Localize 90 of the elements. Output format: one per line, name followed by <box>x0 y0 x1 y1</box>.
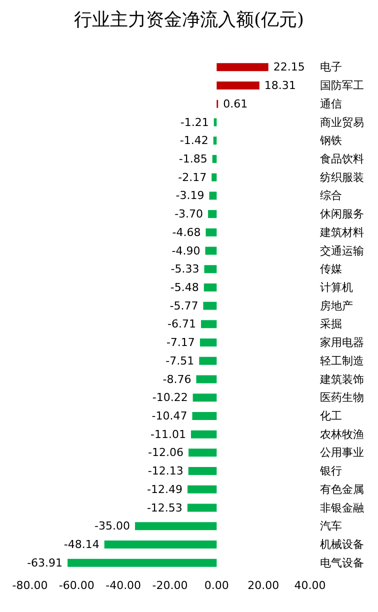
bar <box>188 485 217 494</box>
bar <box>206 228 217 236</box>
data-label: -2.17 <box>178 170 207 184</box>
y-tick-label: 纺织服装 <box>320 170 364 184</box>
bar <box>205 246 217 255</box>
data-label: -3.70 <box>174 208 204 221</box>
bar <box>201 320 217 328</box>
data-label: -12.06 <box>148 446 184 460</box>
data-label: 0.61 <box>223 97 248 110</box>
y-tick-label: 家用电器 <box>320 336 364 350</box>
data-label: 22.15 <box>273 60 305 74</box>
bar <box>216 63 268 72</box>
y-tick-label: 农林牧渔 <box>320 428 364 441</box>
bar <box>204 283 217 292</box>
bar <box>192 412 217 420</box>
y-tick-label: 电气设备 <box>320 556 364 570</box>
y-tick-label: 建筑装饰 <box>319 372 364 386</box>
y-tick-label: 商业贸易 <box>320 116 364 129</box>
bar <box>208 210 217 218</box>
y-tick-label: 有色金属 <box>320 482 364 496</box>
x-tick-label: 40.00 <box>294 579 326 592</box>
bar <box>200 338 217 347</box>
data-label: -6.71 <box>168 318 196 331</box>
chart-title: 行业主力资金净流入额(亿元) <box>74 10 304 30</box>
bar <box>204 265 217 274</box>
data-label: -8.76 <box>162 372 192 386</box>
y-tick-label: 机械设备 <box>320 538 364 551</box>
bar <box>213 136 217 145</box>
data-label: -12.53 <box>146 501 182 514</box>
y-tick-label: 国防军工 <box>320 79 364 92</box>
y-tick-label: 银行 <box>319 464 342 478</box>
bar <box>209 192 217 200</box>
data-label: -10.22 <box>152 391 188 404</box>
data-label: -7.51 <box>166 354 194 368</box>
y-tick-label: 采掘 <box>320 318 342 331</box>
data-label: -48.14 <box>64 538 100 551</box>
bar <box>188 448 217 457</box>
bar <box>135 522 217 530</box>
data-label: -5.77 <box>170 299 198 312</box>
y-tick-label: 非银金融 <box>320 501 364 514</box>
y-tick-label: 医药生物 <box>320 391 364 404</box>
x-tick-label: -40.00 <box>106 579 142 592</box>
y-tick-label: 交通运输 <box>320 244 364 258</box>
y-tick-label: 电子 <box>320 60 342 74</box>
data-label: -12.49 <box>147 482 183 496</box>
x-tick-label: 20.00 <box>248 579 280 592</box>
bar <box>212 173 217 182</box>
y-tick-label: 轻工制造 <box>320 354 364 368</box>
y-tick-label: 传媒 <box>320 262 342 276</box>
data-label: -1.42 <box>180 134 208 148</box>
x-tick-label: -60.00 <box>58 579 94 592</box>
y-tick-label: 汽车 <box>320 520 342 533</box>
y-tick-label: 钢铁 <box>319 134 342 148</box>
bar <box>68 558 217 567</box>
data-label: 18.31 <box>264 79 296 92</box>
bar <box>212 154 217 163</box>
data-label: -10.47 <box>152 409 188 422</box>
data-label: -4.90 <box>172 244 200 258</box>
data-label: -12.13 <box>148 464 184 478</box>
bar <box>216 82 260 90</box>
y-tick-label: 休闲服务 <box>320 208 364 221</box>
bar <box>104 540 217 548</box>
y-tick-label: 房地产 <box>320 299 353 312</box>
data-label: -1.85 <box>178 152 208 166</box>
bar <box>199 356 217 365</box>
y-tick-label: 建筑材料 <box>319 226 364 239</box>
y-tick-label: 食品饮料 <box>320 152 364 166</box>
data-label: -5.48 <box>170 280 199 294</box>
bar <box>188 467 217 476</box>
bar <box>187 504 217 512</box>
data-label: -11.01 <box>150 428 186 441</box>
y-tick-label: 公用事业 <box>320 446 364 460</box>
data-label: -63.91 <box>27 556 63 570</box>
x-tick-label: -20.00 <box>152 579 188 592</box>
data-label: -35.00 <box>94 520 130 533</box>
bar <box>190 430 217 438</box>
data-label: -7.17 <box>166 336 195 350</box>
bar <box>196 375 217 384</box>
data-label: -5.33 <box>170 262 200 276</box>
y-tick-label: 综合 <box>320 189 342 202</box>
x-tick-label: 0.00 <box>204 579 229 592</box>
data-label: -1.21 <box>180 116 209 129</box>
data-label: -3.19 <box>176 189 204 202</box>
bar <box>203 302 217 310</box>
data-label: -4.68 <box>172 226 201 239</box>
y-tick-label: 通信 <box>320 97 342 110</box>
y-tick-label: 化工 <box>320 409 342 422</box>
bar <box>192 394 217 402</box>
x-tick-label: -80.00 <box>12 579 48 592</box>
y-tick-label: 计算机 <box>320 280 353 294</box>
